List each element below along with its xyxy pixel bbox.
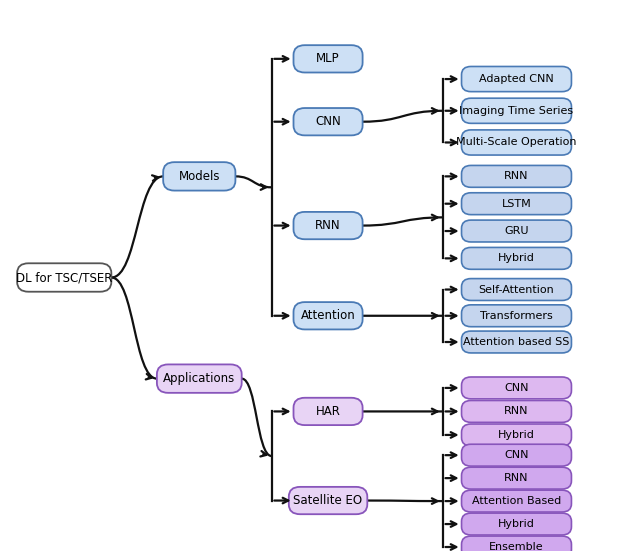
Text: Multi-Scale Operation: Multi-Scale Operation <box>456 138 577 148</box>
Text: Hybrid: Hybrid <box>498 253 535 263</box>
FancyBboxPatch shape <box>294 45 363 72</box>
Text: Attention: Attention <box>301 309 355 323</box>
FancyBboxPatch shape <box>294 398 363 425</box>
Text: CNN: CNN <box>504 383 529 393</box>
Text: LSTM: LSTM <box>502 199 531 209</box>
FancyBboxPatch shape <box>461 165 572 187</box>
Text: RNN: RNN <box>316 219 341 232</box>
FancyBboxPatch shape <box>17 263 111 292</box>
Text: Adapted CNN: Adapted CNN <box>479 74 554 84</box>
Text: CNN: CNN <box>504 450 529 460</box>
FancyBboxPatch shape <box>461 424 572 446</box>
Text: RNN: RNN <box>504 172 529 182</box>
FancyBboxPatch shape <box>157 364 242 393</box>
FancyBboxPatch shape <box>461 331 572 353</box>
Text: Models: Models <box>179 170 220 183</box>
Text: Hybrid: Hybrid <box>498 430 535 440</box>
FancyBboxPatch shape <box>294 212 363 240</box>
FancyBboxPatch shape <box>461 490 572 512</box>
Text: Attention Based: Attention Based <box>472 496 561 506</box>
Text: MLP: MLP <box>316 52 340 65</box>
FancyBboxPatch shape <box>461 305 572 327</box>
Text: Attention based SS: Attention based SS <box>463 337 570 347</box>
FancyBboxPatch shape <box>461 377 572 399</box>
FancyBboxPatch shape <box>289 487 367 514</box>
Text: Self-Attention: Self-Attention <box>479 285 554 295</box>
Text: HAR: HAR <box>316 405 340 418</box>
Text: Applications: Applications <box>163 372 236 385</box>
Text: Satellite EO: Satellite EO <box>294 494 363 507</box>
Text: Ensemble: Ensemble <box>489 542 544 552</box>
FancyBboxPatch shape <box>461 467 572 489</box>
Text: DL for TSC/TSER: DL for TSC/TSER <box>16 271 113 284</box>
FancyBboxPatch shape <box>461 247 572 269</box>
FancyBboxPatch shape <box>461 98 572 123</box>
FancyBboxPatch shape <box>163 162 236 190</box>
FancyBboxPatch shape <box>461 444 572 466</box>
FancyBboxPatch shape <box>461 536 572 557</box>
Text: Imaging Time Series: Imaging Time Series <box>460 106 573 116</box>
FancyBboxPatch shape <box>461 130 572 155</box>
Text: CNN: CNN <box>315 115 341 128</box>
Text: Hybrid: Hybrid <box>498 519 535 529</box>
FancyBboxPatch shape <box>461 66 572 92</box>
FancyBboxPatch shape <box>294 302 363 329</box>
Text: RNN: RNN <box>504 407 529 417</box>
FancyBboxPatch shape <box>461 278 572 300</box>
Text: Transformers: Transformers <box>480 311 553 321</box>
FancyBboxPatch shape <box>461 513 572 535</box>
FancyBboxPatch shape <box>294 108 363 135</box>
FancyBboxPatch shape <box>461 193 572 214</box>
FancyBboxPatch shape <box>461 400 572 422</box>
Text: RNN: RNN <box>504 473 529 483</box>
Text: GRU: GRU <box>504 226 529 236</box>
FancyBboxPatch shape <box>461 220 572 242</box>
